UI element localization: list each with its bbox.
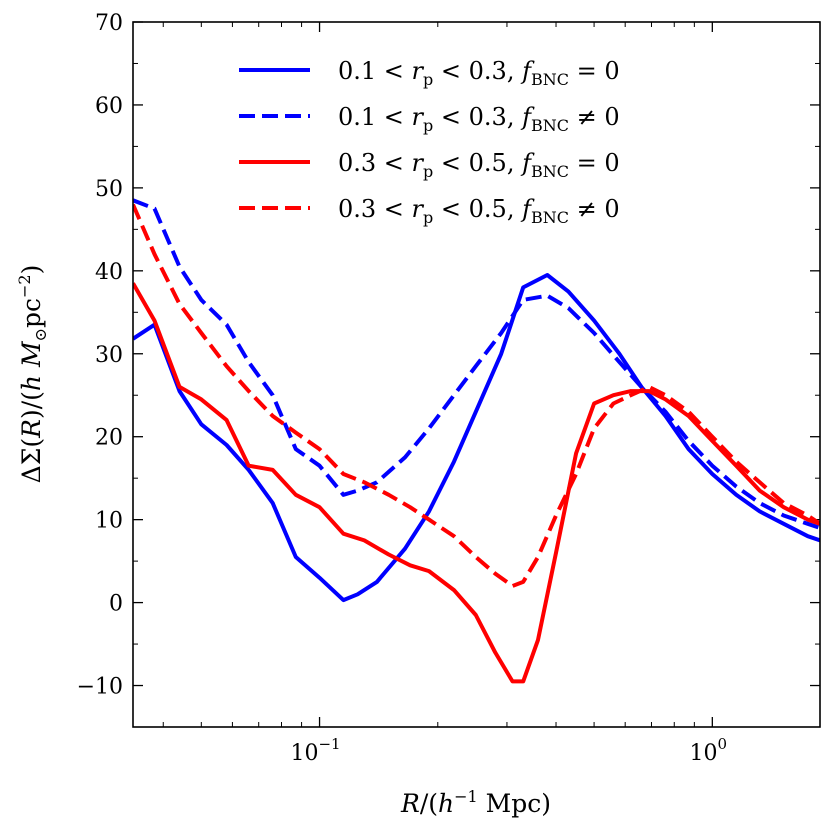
data-series xyxy=(133,198,820,684)
plot-frame xyxy=(132,21,821,728)
y-tick-label: 50 xyxy=(95,177,123,202)
x-tick-label: 100 xyxy=(690,735,728,766)
legend-entry-3: 0.3 < rp < 0.5, fBNC = 0 xyxy=(338,149,620,181)
x-axis-label: R/(h−1 Mpc) xyxy=(400,787,551,818)
legend-entry-2: 0.1 < rp < 0.3, fBNC ≠ 0 xyxy=(338,103,620,135)
y-tick-label: 0 xyxy=(109,592,123,617)
y-tick-label: 40 xyxy=(95,260,123,285)
y-tick-label: 20 xyxy=(95,426,123,451)
x-tick-label: 10−1 xyxy=(290,735,340,766)
series-line-3 xyxy=(133,282,820,684)
y-axis-label: ΔΣ(R)/(h M⊙pc−2) xyxy=(15,265,50,484)
series-line-2 xyxy=(133,198,820,530)
tick-labels: −10 0 10 20 30 40 50 60 70 10−1 100 xyxy=(77,11,728,766)
legend-entry-1: 0.1 < rp < 0.3, fBNC = 0 xyxy=(338,57,620,89)
series-line-1 xyxy=(133,273,820,603)
y-tick-label: 70 xyxy=(95,11,123,36)
y-tick-label: −10 xyxy=(77,675,123,700)
series-line-4 xyxy=(133,203,820,588)
y-tick-label: 10 xyxy=(95,509,123,534)
legend-entry-4: 0.3 < rp < 0.5, fBNC ≠ 0 xyxy=(338,195,620,227)
y-tick-label: 30 xyxy=(95,343,123,368)
y-tick-label: 60 xyxy=(95,94,123,119)
